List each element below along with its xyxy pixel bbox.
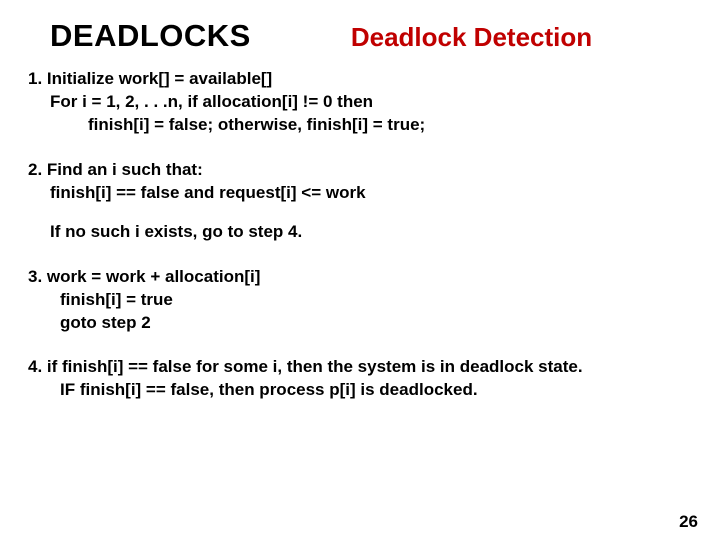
header-row: DEADLOCKS Deadlock Detection	[0, 0, 720, 54]
step1-line3: finish[i] = false; otherwise, finish[i] …	[28, 114, 692, 137]
step1-line2: For i = 1, 2, . . .n, if allocation[i] !…	[28, 91, 692, 114]
step-2: 2. Find an i such that: finish[i] == fal…	[28, 159, 692, 244]
step-4: 4. if finish[i] == false for some i, the…	[28, 356, 692, 402]
step3-line2: finish[i] = true	[28, 289, 692, 312]
chapter-title: DEADLOCKS	[50, 18, 251, 54]
step3-line1: 3. work = work + allocation[i]	[28, 266, 692, 289]
step-1: 1. Initialize work[] = available[] For i…	[28, 68, 692, 137]
step-3: 3. work = work + allocation[i] finish[i]…	[28, 266, 692, 335]
content-body: 1. Initialize work[] = available[] For i…	[0, 54, 720, 402]
step4-line2: IF finish[i] == false, then process p[i]…	[28, 379, 692, 402]
step1-line1: 1. Initialize work[] = available[]	[28, 68, 692, 91]
step3-line3: goto step 2	[28, 312, 692, 335]
step2-line3: If no such i exists, go to step 4.	[28, 221, 692, 244]
section-title: Deadlock Detection	[351, 22, 592, 53]
step2-line1: 2. Find an i such that:	[28, 159, 692, 182]
step2-line2: finish[i] == false and request[i] <= wor…	[28, 182, 692, 205]
page-number: 26	[679, 512, 698, 532]
step4-line1: 4. if finish[i] == false for some i, the…	[28, 356, 692, 379]
